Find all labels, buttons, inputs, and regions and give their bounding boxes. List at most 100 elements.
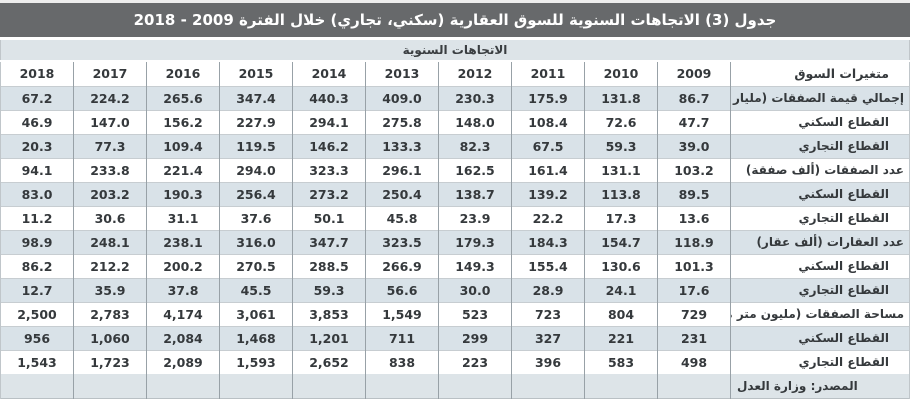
value-cell: 31.1 bbox=[146, 205, 220, 230]
empty-cell bbox=[0, 374, 74, 398]
value-cell: 2,500 bbox=[0, 301, 74, 326]
value-cell: 327 bbox=[511, 325, 585, 350]
value-cell: 149.3 bbox=[438, 253, 512, 278]
value-cell: 148.0 bbox=[438, 109, 512, 134]
table-row: 20.3 77.3 109.4 119.5 146.2 133.3 82.3 67.5 59.3… bbox=[0, 133, 910, 158]
value-cell: 223 bbox=[438, 349, 512, 374]
value-cell: 224.2 bbox=[73, 85, 147, 110]
value-cell: 723 bbox=[511, 301, 585, 326]
table-row: 2,500 2,783 4,174 3,061 3,853 1,549 523 723 804 7… bbox=[0, 301, 910, 326]
empty-cell bbox=[73, 374, 147, 398]
value-cell: 37.8 bbox=[146, 277, 220, 302]
value-cell: 86.2 bbox=[0, 253, 74, 278]
table-subtitle: الاتجاهات السنوية bbox=[0, 40, 910, 60]
value-cell: 3,853 bbox=[292, 301, 366, 326]
value-cell: 230.3 bbox=[438, 85, 512, 110]
value-cell: 323.3 bbox=[292, 157, 366, 182]
row-label: القطاع التجاري bbox=[730, 205, 910, 230]
value-cell: 233.8 bbox=[73, 157, 147, 182]
value-cell: 273.2 bbox=[292, 181, 366, 206]
value-cell: 294.1 bbox=[292, 109, 366, 134]
value-cell: 35.9 bbox=[73, 277, 147, 302]
divider bbox=[0, 37, 910, 40]
value-cell: 270.5 bbox=[219, 253, 293, 278]
value-cell: 409.0 bbox=[365, 85, 439, 110]
table-row: 12.7 35.9 37.8 45.5 59.3 56.6 30.0 28.9 24.1 17.6… bbox=[0, 277, 910, 302]
value-cell: 98.9 bbox=[0, 229, 74, 254]
value-cell: 203.2 bbox=[73, 181, 147, 206]
table-title: جدول (3) الاتجاهات السنوية للسوق العقاري… bbox=[0, 3, 910, 37]
row-label: عدد العقارات (ألف عقار) bbox=[730, 229, 910, 254]
value-cell: 67.2 bbox=[0, 85, 74, 110]
empty-cell bbox=[511, 374, 585, 398]
value-cell: 2,783 bbox=[73, 301, 147, 326]
value-cell: 316.0 bbox=[219, 229, 293, 254]
year-column-header: 2018 bbox=[0, 62, 74, 86]
value-cell: 12.7 bbox=[0, 277, 74, 302]
value-cell: 956 bbox=[0, 325, 74, 350]
value-cell: 82.3 bbox=[438, 133, 512, 158]
value-cell: 184.3 bbox=[511, 229, 585, 254]
value-cell: 347.7 bbox=[292, 229, 366, 254]
annual-trends-table: 2018 2017 2016 2015 2014 2013 2012 2011 2010 2009… bbox=[0, 62, 910, 399]
row-label: مساحة الصفقات (مليون متر مربع) bbox=[730, 301, 910, 326]
value-cell: 288.5 bbox=[292, 253, 366, 278]
value-cell: 77.3 bbox=[73, 133, 147, 158]
value-cell: 59.3 bbox=[584, 133, 658, 158]
year-column-header: 2015 bbox=[219, 62, 293, 86]
value-cell: 2,652 bbox=[292, 349, 366, 374]
value-cell: 39.0 bbox=[657, 133, 731, 158]
table-row: 86.2 212.2 200.2 270.5 288.5 266.9 149.3 155.4 1… bbox=[0, 253, 910, 278]
table-row: 83.0 203.2 190.3 256.4 273.2 250.4 138.7 139.2 1… bbox=[0, 181, 910, 206]
value-cell: 13.6 bbox=[657, 205, 731, 230]
value-cell: 248.1 bbox=[73, 229, 147, 254]
value-cell: 17.6 bbox=[657, 277, 731, 302]
value-cell: 103.2 bbox=[657, 157, 731, 182]
table-row: 67.2 224.2 265.6 347.4 440.3 409.0 230.3 175.9 1… bbox=[0, 85, 910, 110]
value-cell: 45.8 bbox=[365, 205, 439, 230]
value-cell: 711 bbox=[365, 325, 439, 350]
value-cell: 154.7 bbox=[584, 229, 658, 254]
value-cell: 89.5 bbox=[657, 181, 731, 206]
table-header-row: 2018 2017 2016 2015 2014 2013 2012 2011 2010 2009… bbox=[0, 62, 910, 86]
value-cell: 133.3 bbox=[365, 133, 439, 158]
year-column-header: 2013 bbox=[365, 62, 439, 86]
table-row: 11.2 30.6 31.1 37.6 50.1 45.8 23.9 22.2 17.3 13.6… bbox=[0, 205, 910, 230]
value-cell: 804 bbox=[584, 301, 658, 326]
value-cell: 46.9 bbox=[0, 109, 74, 134]
value-cell: 275.8 bbox=[365, 109, 439, 134]
row-label: القطاع السكني bbox=[730, 181, 910, 206]
value-cell: 28.9 bbox=[511, 277, 585, 302]
value-cell: 347.4 bbox=[219, 85, 293, 110]
value-cell: 101.3 bbox=[657, 253, 731, 278]
value-cell: 59.3 bbox=[292, 277, 366, 302]
table-row: 98.9 248.1 238.1 316.0 347.7 323.5 179.3 184.3 1… bbox=[0, 229, 910, 254]
value-cell: 22.2 bbox=[511, 205, 585, 230]
row-label: القطاع السكني bbox=[730, 109, 910, 134]
row-label: القطاع التجاري bbox=[730, 277, 910, 302]
value-cell: 4,174 bbox=[146, 301, 220, 326]
year-column-header: 2012 bbox=[438, 62, 512, 86]
value-cell: 156.2 bbox=[146, 109, 220, 134]
value-cell: 1,593 bbox=[219, 349, 293, 374]
market-variables-header: متغيرات السوق bbox=[730, 62, 910, 86]
value-cell: 294.0 bbox=[219, 157, 293, 182]
row-label: القطاع التجاري bbox=[730, 349, 910, 374]
value-cell: 498 bbox=[657, 349, 731, 374]
value-cell: 296.1 bbox=[365, 157, 439, 182]
value-cell: 838 bbox=[365, 349, 439, 374]
value-cell: 119.5 bbox=[219, 133, 293, 158]
value-cell: 108.4 bbox=[511, 109, 585, 134]
value-cell: 523 bbox=[438, 301, 512, 326]
value-cell: 396 bbox=[511, 349, 585, 374]
value-cell: 11.2 bbox=[0, 205, 74, 230]
table-row: 94.1 233.8 221.4 294.0 323.3 296.1 162.5 161.4 1… bbox=[0, 157, 910, 182]
value-cell: 1,549 bbox=[365, 301, 439, 326]
value-cell: 729 bbox=[657, 301, 731, 326]
value-cell: 131.1 bbox=[584, 157, 658, 182]
source-row: المصدر: وزارة العدل bbox=[0, 374, 910, 398]
value-cell: 212.2 bbox=[73, 253, 147, 278]
value-cell: 50.1 bbox=[292, 205, 366, 230]
divider bbox=[0, 60, 910, 62]
